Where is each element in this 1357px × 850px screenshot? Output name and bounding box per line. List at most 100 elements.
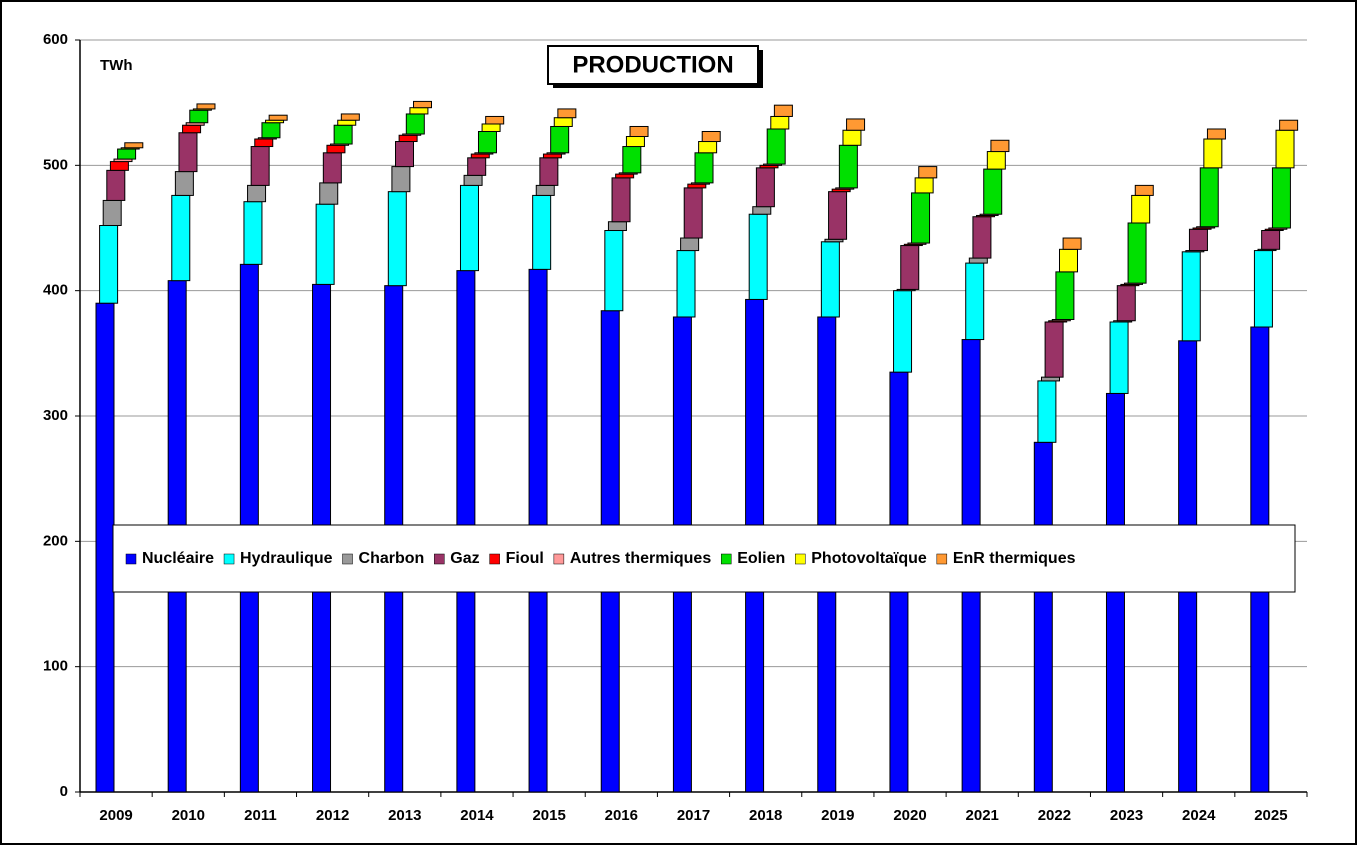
bar-segment (337, 119, 357, 126)
bar-segment (178, 132, 198, 173)
legend-label: Photovoltaïque (811, 550, 927, 567)
bar-segment (986, 151, 1006, 170)
legend-swatch (720, 553, 732, 565)
chart-title: PRODUCTION (572, 51, 733, 78)
bar-segment (395, 141, 415, 168)
bar-segment (387, 191, 407, 287)
legend-label: Nucléaire (142, 550, 214, 567)
bar-segment (683, 187, 703, 239)
bar-segment (171, 194, 191, 282)
bar-segment (340, 113, 360, 121)
legend-swatch (795, 553, 806, 565)
plot-area (75, 39, 1308, 797)
bar-segment (250, 146, 270, 186)
bar-segment (968, 257, 988, 264)
bar-segment (102, 199, 122, 226)
x-tick-label: 2011 (244, 807, 277, 824)
bar-segment (604, 230, 624, 312)
x-tick-label: 2013 (388, 807, 421, 824)
bar-segment (1058, 248, 1078, 273)
bar-segment (182, 124, 202, 134)
bar-segment (965, 262, 985, 341)
y-tick-label: 100 (43, 658, 68, 675)
bar-segment (1127, 222, 1147, 284)
x-tick-label: 2021 (966, 807, 999, 824)
bar-segment (542, 153, 562, 159)
bar-segment (680, 237, 700, 252)
legend-label: Gaz (450, 550, 479, 567)
legend-label: Eolien (737, 550, 785, 567)
bar-segment (95, 302, 115, 793)
legend-box (112, 524, 1296, 593)
bar-segment (315, 203, 335, 285)
bar-segment (326, 144, 346, 154)
bar-segment (611, 177, 631, 223)
bar-segment (413, 100, 433, 109)
x-tick-label: 2024 (1182, 807, 1216, 824)
bar-segment (247, 184, 267, 203)
bar-segment (1253, 250, 1273, 328)
bar-segment (990, 139, 1010, 153)
legend-label: Fioul (506, 550, 544, 567)
bar-segment (846, 118, 866, 131)
bar-segment (1131, 194, 1151, 224)
bar-segment (828, 191, 848, 240)
x-tick-label: 2012 (316, 807, 349, 824)
bar-segment (1040, 376, 1060, 382)
bar-segment (842, 129, 862, 146)
x-tick-label: 2015 (532, 807, 565, 824)
bar-segment (557, 108, 577, 119)
y-tick-label: 300 (43, 407, 68, 424)
bar-segment (1109, 321, 1129, 394)
bar-segment (972, 216, 992, 259)
bar-segment (106, 169, 126, 201)
bar-segment (268, 114, 288, 121)
x-tick-label: 2020 (893, 807, 926, 824)
legend-swatch (489, 553, 500, 565)
legend-swatch (223, 553, 235, 565)
bar-segment (893, 290, 913, 373)
y-tick-label: 200 (43, 532, 68, 549)
bar-segment (196, 103, 216, 110)
bar-segment (1199, 167, 1219, 228)
bar-segment (1116, 285, 1136, 322)
y-tick-label: 0 (60, 783, 68, 800)
bar-segment (391, 166, 411, 193)
bar-segment (477, 130, 497, 154)
bar-segment (459, 184, 479, 272)
legend-swatch (553, 553, 565, 565)
title-box (547, 45, 759, 85)
bar-segment (1261, 230, 1281, 250)
legend-swatch (342, 553, 353, 565)
bar-segment (1105, 392, 1125, 793)
bar-segment (607, 221, 627, 232)
bar-segment (698, 141, 718, 154)
bar-segment (319, 182, 339, 205)
x-tick-label: 2025 (1254, 807, 1287, 824)
bar-segment (532, 194, 552, 270)
bar-segment (1275, 129, 1295, 169)
bar-segment (838, 144, 858, 189)
bar-segment (117, 148, 137, 160)
bar-segment (1037, 380, 1057, 443)
bar-segment (261, 122, 281, 139)
x-tick-label: 2019 (821, 807, 854, 824)
bar-segment (1033, 441, 1053, 793)
y-tick-label: 600 (43, 31, 68, 48)
legend-label: EnR thermiques (953, 550, 1076, 567)
bar-segment (463, 174, 483, 186)
y-axis-label: TWh (100, 57, 132, 74)
bar-segment (243, 201, 263, 265)
legend-label: Autres thermiques (570, 550, 711, 567)
bar-segment (629, 125, 649, 138)
x-tick-label: 2017 (677, 807, 710, 824)
bar-segment (1271, 167, 1291, 229)
x-tick-label: 2023 (1110, 807, 1143, 824)
bar-segment (467, 157, 487, 176)
x-tick-label: 2022 (1038, 807, 1071, 824)
x-tick-label: 2018 (749, 807, 782, 824)
bar-segment (1062, 237, 1082, 250)
bar-segment (687, 183, 707, 189)
bar-segment (615, 173, 635, 179)
